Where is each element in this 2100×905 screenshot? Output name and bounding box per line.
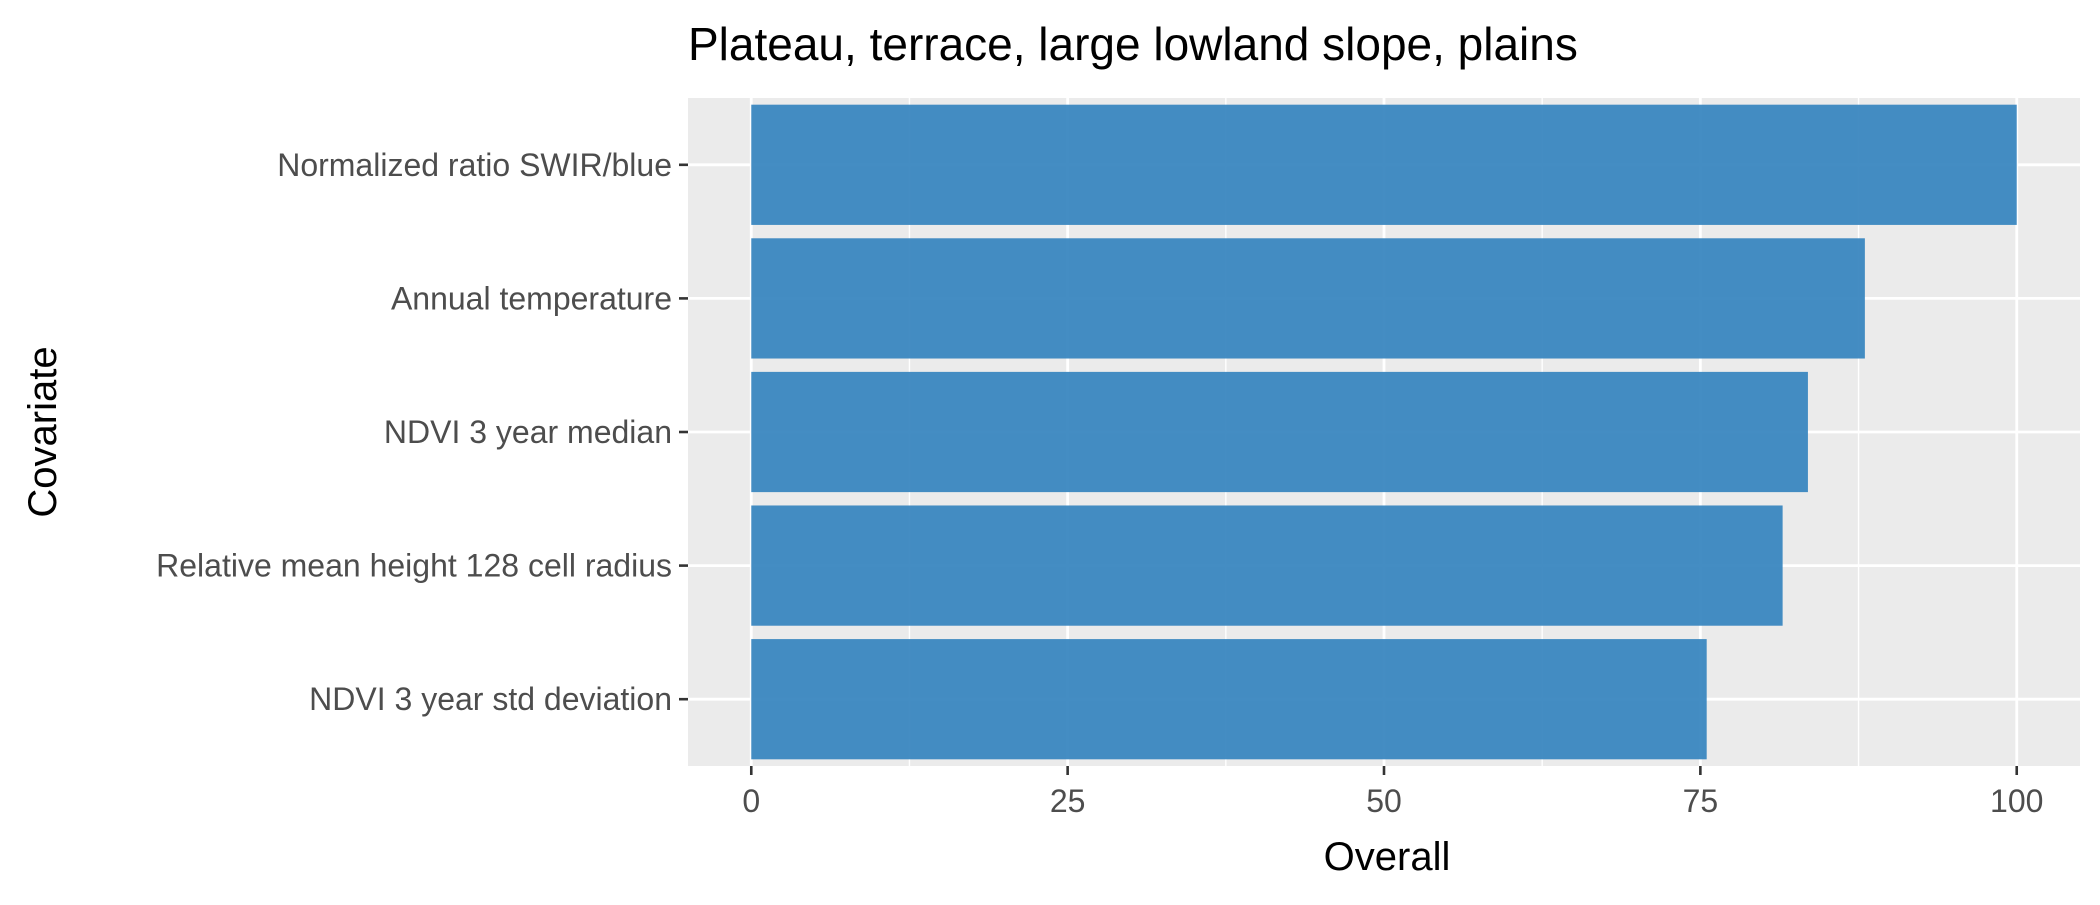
bar	[751, 505, 1783, 626]
y-axis-title: Covariate	[21, 346, 65, 517]
y-tick-label: Annual temperature	[391, 280, 672, 316]
y-tick-label: NDVI 3 year std deviation	[309, 681, 672, 717]
y-tick-label: Normalized ratio SWIR/blue	[277, 147, 672, 183]
x-tick-label: 100	[1990, 783, 2043, 819]
x-tick-label: 75	[1683, 783, 1719, 819]
y-tick-label: NDVI 3 year median	[384, 414, 672, 450]
y-tick-label: Relative mean height 128 cell radius	[156, 548, 672, 584]
bars	[751, 104, 2017, 760]
bar	[751, 371, 1808, 493]
x-axis-title: Overall	[1324, 835, 1451, 879]
x-tick-label: 25	[1050, 783, 1086, 819]
bar	[751, 104, 2017, 225]
x-tick-label: 0	[742, 783, 760, 819]
bar	[751, 639, 1707, 760]
bar	[751, 238, 1865, 359]
x-tick-label: 50	[1366, 783, 1402, 819]
x-axis-ticks: 0 25 50 75 100	[742, 766, 2043, 819]
y-axis-ticks: Normalized ratio SWIR/blue Annual tempera…	[156, 147, 688, 717]
chart-title: Plateau, terrace, large lowland slope, p…	[688, 18, 1578, 70]
